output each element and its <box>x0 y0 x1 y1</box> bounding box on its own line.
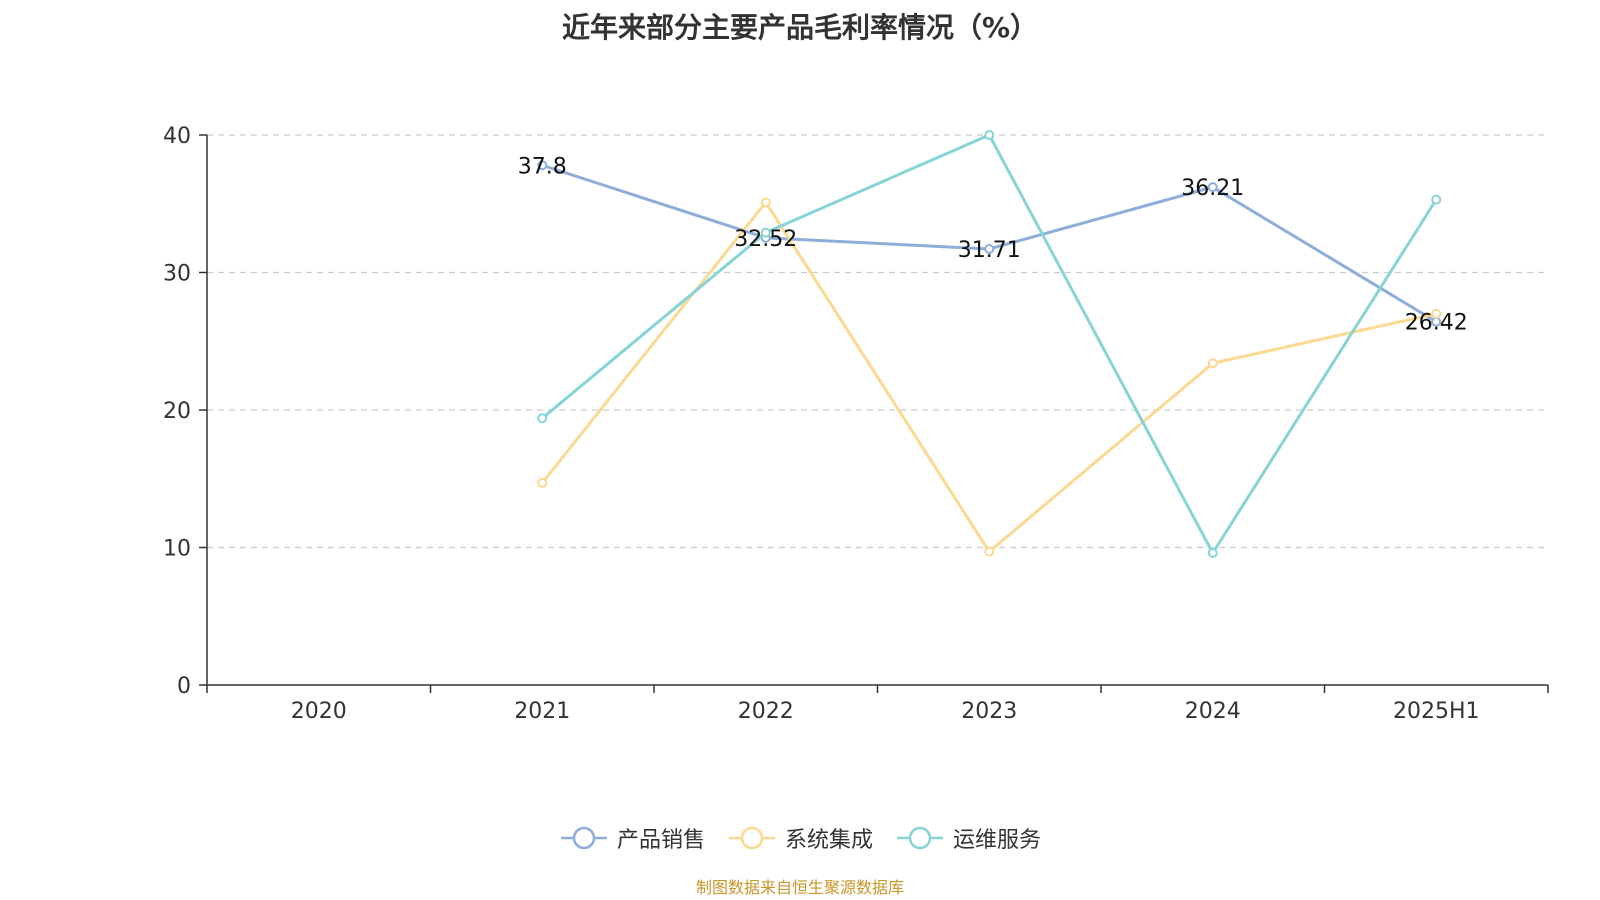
axis-layer: 0 10 20 30 40 2020 2021 2022 2023 2024 2025H1 <box>163 124 1549 724</box>
legend-marker-icon <box>728 826 775 850</box>
grid-layer <box>207 134 1548 549</box>
data-point <box>760 197 771 208</box>
source-note: 制图数据来自恒生聚源数据库 <box>695 878 904 897</box>
legend-circle <box>908 826 932 850</box>
legend-marker-icon <box>897 826 943 850</box>
y-tick-label: 10 <box>163 537 191 562</box>
data-point <box>1431 308 1442 319</box>
data-point <box>537 160 548 171</box>
legend-circle <box>740 826 764 850</box>
legend-item[interactable]: 系统集成 <box>727 822 873 854</box>
legend-marker-icon <box>560 826 607 850</box>
legend-label: 运维服务 <box>953 828 1042 853</box>
data-label: 36.21 <box>1181 176 1244 201</box>
legend-label: 产品销售 <box>616 828 705 853</box>
x-tick-label: 2021 <box>514 699 570 724</box>
legend-item[interactable]: 运维服务 <box>895 822 1041 854</box>
data-point <box>984 243 995 254</box>
legend-label: 系统集成 <box>784 828 873 853</box>
data-label: 31.71 <box>958 238 1021 263</box>
data-point <box>1207 358 1218 369</box>
x-tick-label: 2023 <box>961 699 1017 724</box>
data-point <box>1207 182 1218 193</box>
data-label: 32.52 <box>734 227 797 252</box>
x-tick-label: 2022 <box>738 699 794 724</box>
data-point <box>984 130 995 140</box>
y-tick-label: 0 <box>177 674 191 699</box>
data-label: 26.42 <box>1405 311 1468 336</box>
series-layer <box>537 130 1442 558</box>
data-point <box>1431 194 1442 205</box>
legend: 产品销售 系统集成 运维服务 <box>0 822 1600 854</box>
y-tick-label: 20 <box>163 399 191 424</box>
y-tick-label: 30 <box>163 262 191 287</box>
data-point <box>760 227 771 238</box>
data-point <box>984 546 995 557</box>
data-point <box>537 477 548 488</box>
legend-circle <box>572 826 596 850</box>
data-point <box>537 413 548 424</box>
data-label-layer: 37.8 32.52 31.71 36.21 26.42 <box>518 154 1468 335</box>
data-label: 37.8 <box>518 154 567 179</box>
x-tick-label: 2020 <box>291 699 347 724</box>
y-tick-label: 40 <box>163 124 191 149</box>
legend-item[interactable]: 产品销售 <box>559 822 705 854</box>
x-tick-label: 2025H1 <box>1393 699 1480 724</box>
data-point <box>1207 548 1218 558</box>
x-tick-label: 2024 <box>1185 699 1241 724</box>
chart-title: 近年来部分主要产品毛利率情况（%） <box>561 11 1039 44</box>
